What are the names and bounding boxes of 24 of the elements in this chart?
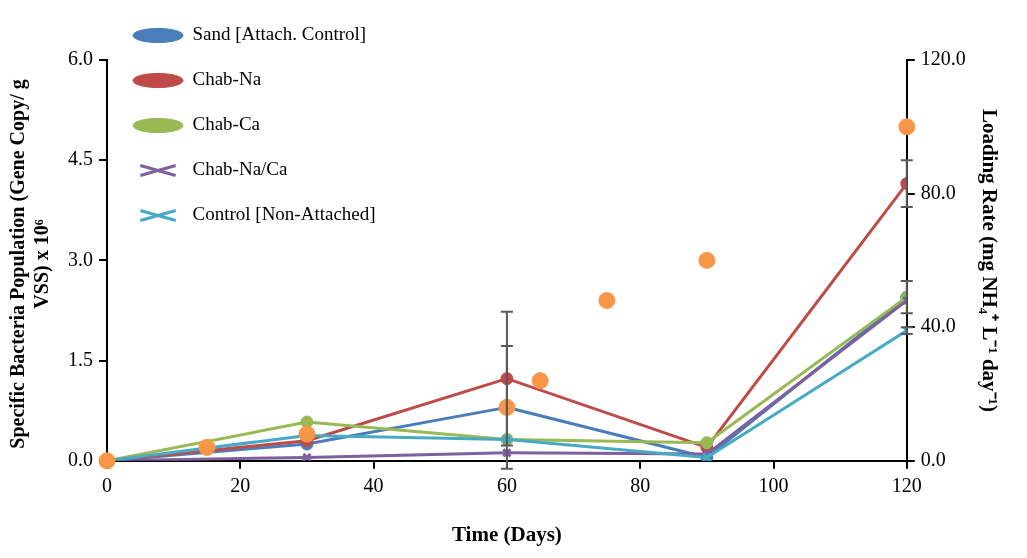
y2-tick-label: 40.0 bbox=[920, 314, 956, 337]
y2-axis-title: Loading Rate (mg NH₄⁺ L⁻¹ day⁻¹) bbox=[977, 108, 1002, 412]
y-axis-title: Specific Bacteria Population (Gene Copy/ g VSS) x 10⁶ bbox=[5, 78, 53, 451]
legend-label: Chab-Na bbox=[192, 68, 262, 90]
y-tick-label: 4.5 bbox=[68, 147, 93, 170]
x-tick-label: 60 bbox=[496, 474, 517, 497]
y-tick-label: 1.5 bbox=[68, 347, 93, 370]
y2-tick-label: 120.0 bbox=[920, 47, 966, 70]
x-tick-label: 100 bbox=[758, 474, 789, 497]
x-tick-label: 20 bbox=[230, 474, 251, 497]
x-tick-label: 0 bbox=[102, 474, 112, 497]
y-tick-label: 6.0 bbox=[68, 47, 93, 70]
x-tick-label: 120 bbox=[891, 474, 922, 497]
x-axis-title: Time (Days) bbox=[451, 521, 562, 546]
legend-label: Control [Non-Attached] bbox=[192, 203, 376, 225]
y-tick-label: 3.0 bbox=[68, 247, 93, 270]
y-tick-label: 0.0 bbox=[68, 448, 93, 471]
legend-label: Chab-Ca bbox=[192, 113, 261, 135]
x-tick-label: 40 bbox=[363, 474, 384, 497]
legend-label: Sand [Attach. Control] bbox=[192, 23, 367, 45]
y2-tick-label: 0.0 bbox=[920, 448, 946, 471]
x-tick-label: 80 bbox=[630, 474, 651, 497]
y2-tick-label: 80.0 bbox=[920, 180, 956, 203]
legend-label: Chab-Na/Ca bbox=[192, 158, 289, 180]
